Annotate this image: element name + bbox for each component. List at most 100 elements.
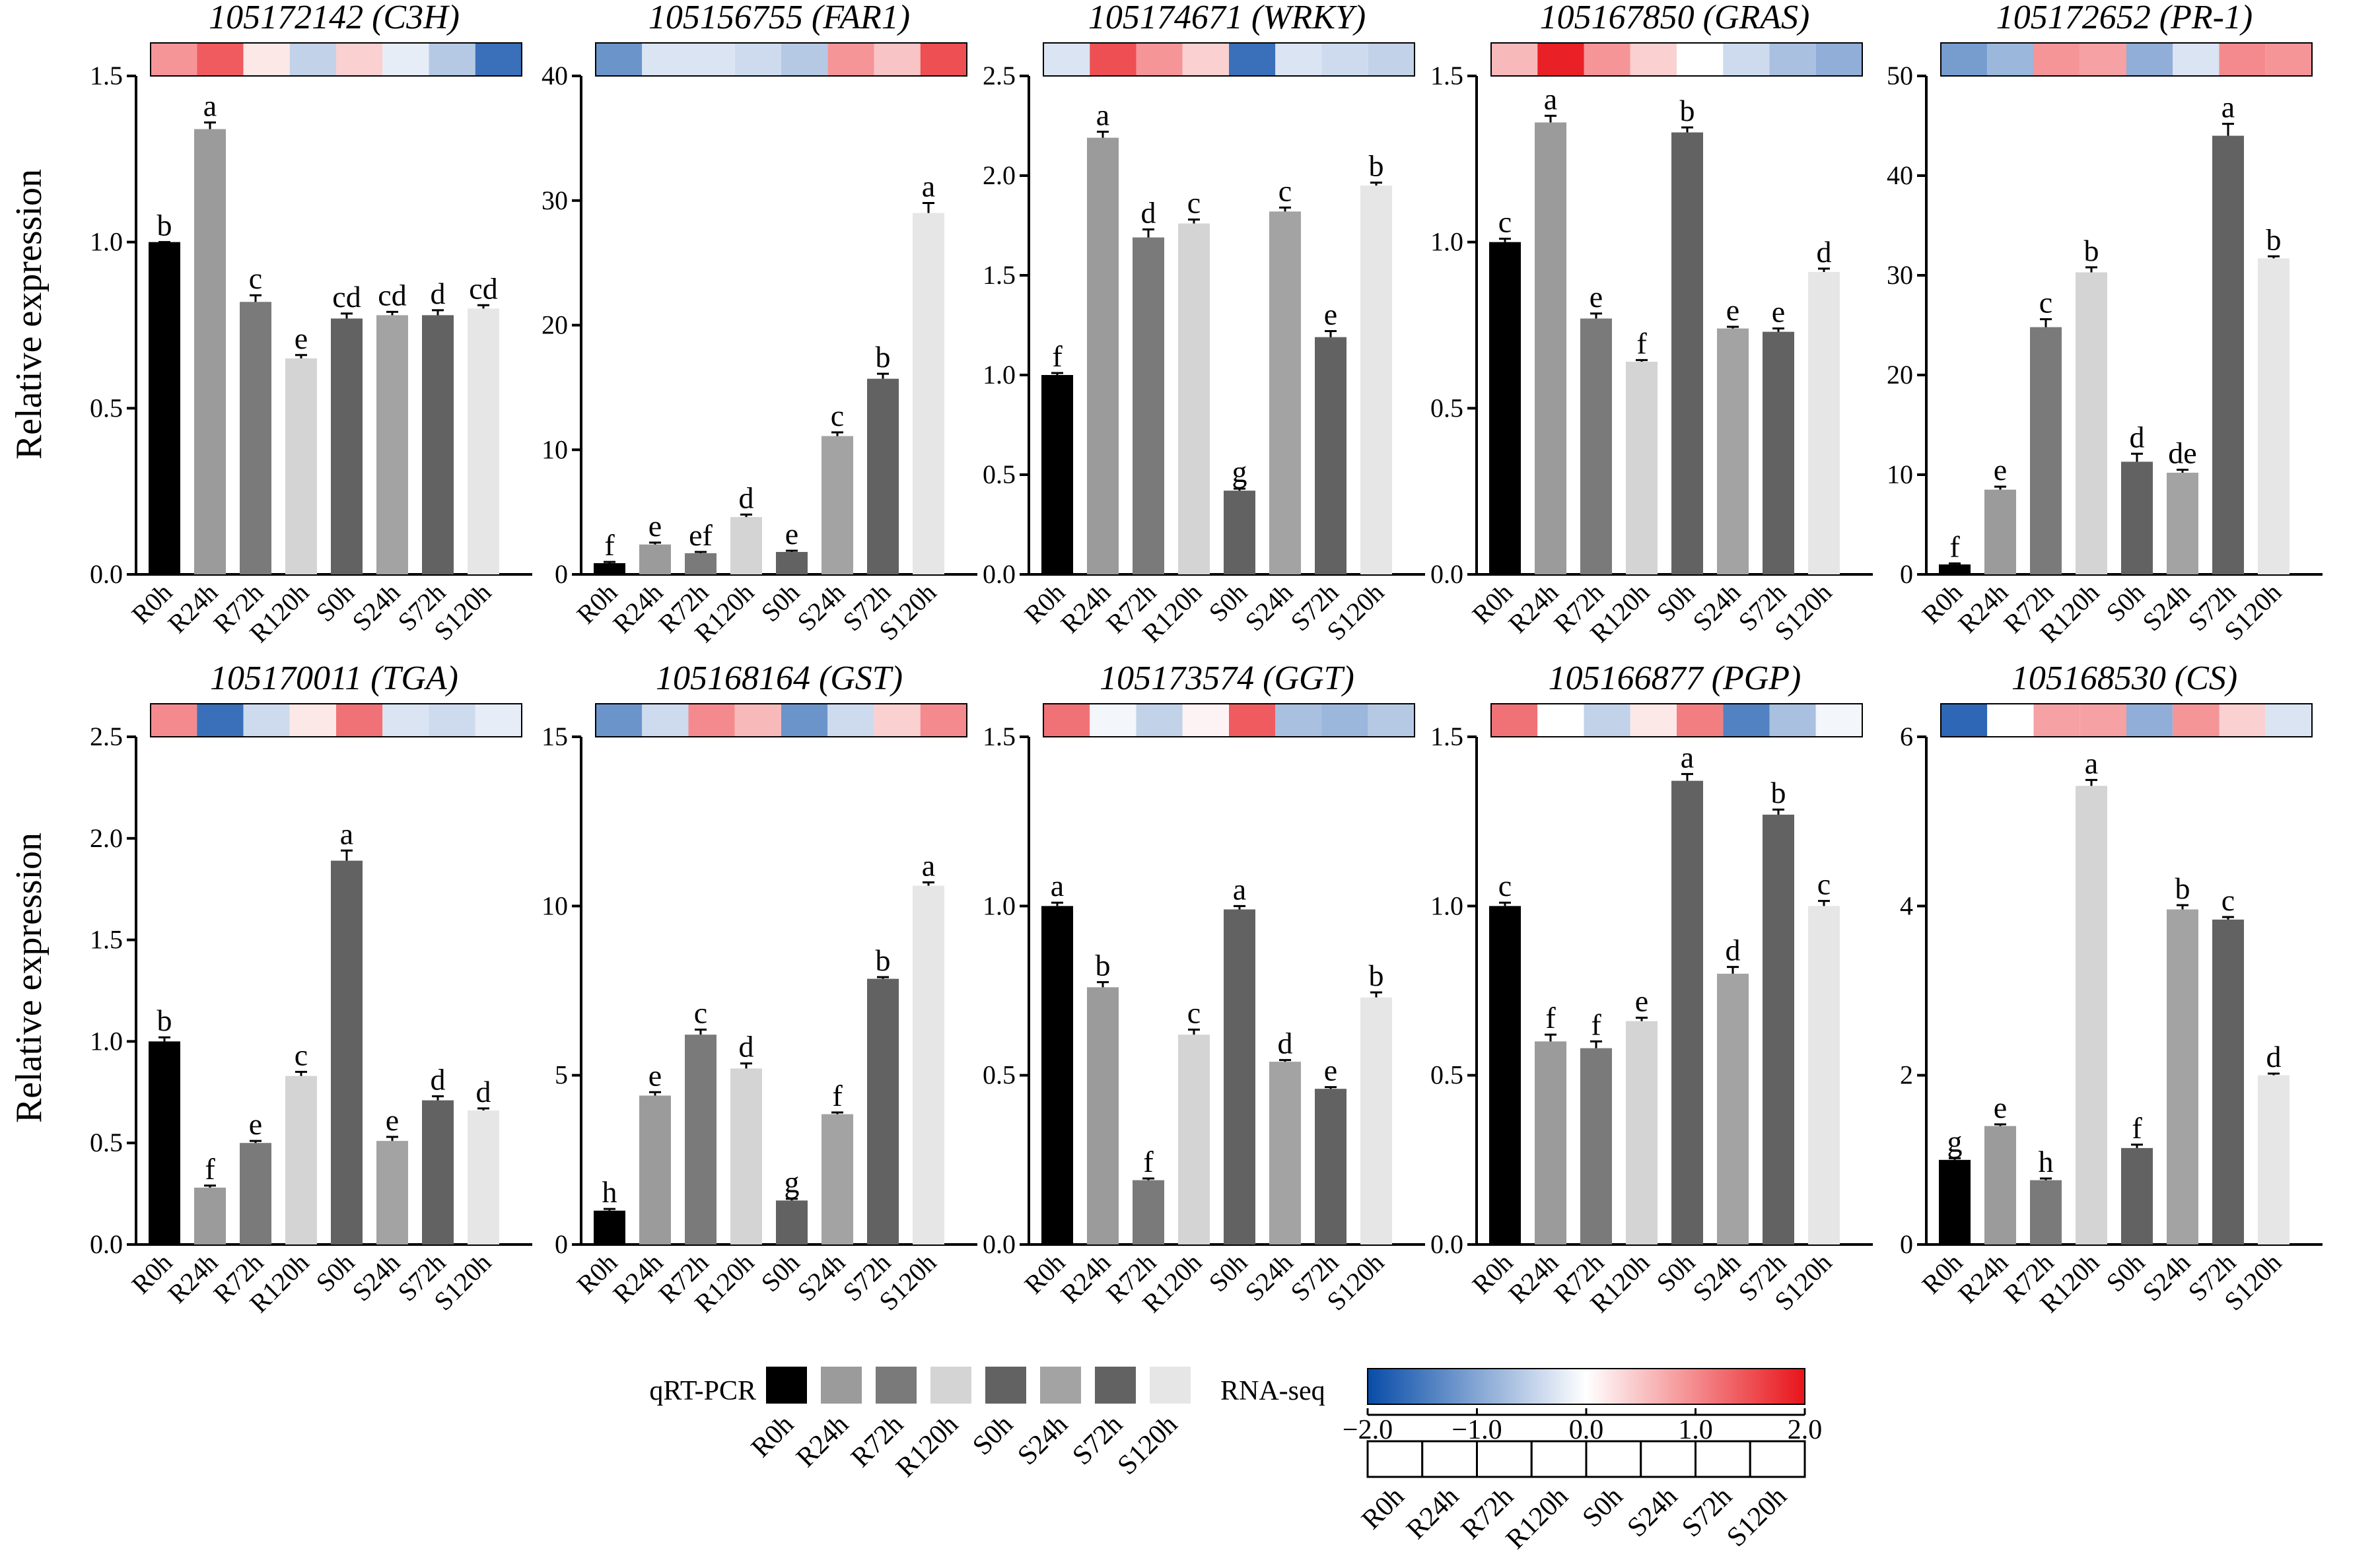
- y-tick-label: 20: [542, 310, 568, 340]
- bar: [639, 1095, 671, 1244]
- y-tick-label: 10: [1887, 460, 1913, 489]
- bar: [1535, 1041, 1566, 1244]
- y-tick-label: 0.5: [983, 460, 1016, 489]
- y-tick-label: 0: [555, 1229, 568, 1259]
- legend-rna-label: RNA-seq: [1220, 1376, 1325, 1406]
- heatmap-cell: [475, 43, 522, 76]
- y-tick-label: 0.5: [1430, 1060, 1463, 1090]
- significance-letter: h: [2039, 1145, 2054, 1178]
- bar: [685, 553, 717, 574]
- bar: [822, 1114, 853, 1244]
- bar: [376, 315, 408, 574]
- y-tick-label: 10: [542, 891, 568, 920]
- bar: [1224, 491, 1255, 574]
- significance-letter: c: [1498, 869, 1512, 903]
- significance-letter: a: [1681, 740, 1694, 774]
- significance-letter: c: [2039, 285, 2052, 319]
- heatmap-cell: [2126, 704, 2173, 737]
- heatmap-cell: [2219, 704, 2266, 737]
- heatmap-border: [150, 703, 522, 737]
- heatmap-cell: [827, 704, 874, 737]
- significance-letter: e: [648, 1058, 662, 1092]
- heatmap-cell: [1275, 704, 1322, 737]
- heatmap-cell: [2033, 704, 2080, 737]
- significance-letter: g: [1947, 1124, 1963, 1158]
- significance-letter: b: [2084, 234, 2099, 267]
- significance-letter: b: [1369, 959, 1384, 992]
- bar: [913, 885, 944, 1244]
- heatmap-cell: [642, 43, 689, 76]
- heatmap-cell: [1491, 43, 1538, 76]
- significance-letter: f: [1591, 1007, 1601, 1041]
- significance-letter: b: [1680, 94, 1695, 127]
- heatmap-cell: [2126, 43, 2173, 76]
- bar: [468, 308, 499, 574]
- y-tick-label: 0: [1900, 559, 1913, 589]
- significance-letter: cd: [332, 280, 361, 314]
- y-tick-label: 20: [1887, 360, 1913, 390]
- bar: [1626, 361, 1658, 574]
- bar: [331, 318, 363, 574]
- bar: [867, 978, 899, 1244]
- bar: [1087, 137, 1119, 574]
- y-tick-label: 1.5: [1430, 61, 1463, 90]
- significance-letter: b: [1369, 149, 1384, 183]
- y-tick-label: 0.0: [1430, 559, 1463, 589]
- bar: [2076, 272, 2107, 574]
- bar: [2076, 786, 2107, 1244]
- color-scale-bar: [1367, 1368, 1805, 1405]
- panel-title: 105172652 (PR-1): [1996, 0, 2253, 36]
- significance-letter: a: [2085, 746, 2098, 780]
- bar: [1763, 814, 1794, 1244]
- y-tick-label: 4: [1900, 891, 1913, 920]
- heatmap-border: [595, 703, 967, 737]
- significance-letter: f: [1052, 339, 1063, 373]
- y-tick-label: 0.0: [983, 559, 1016, 589]
- heatmap-cell: [197, 704, 244, 737]
- bar: [1580, 1048, 1612, 1244]
- color-scale-tick-label: 0.0: [1569, 1415, 1604, 1445]
- significance-letter: e: [1994, 1091, 2007, 1124]
- heatmap-cell: [1043, 43, 1090, 76]
- bar: [1717, 328, 1749, 574]
- bar: [376, 1141, 408, 1244]
- significance-letter: e: [1590, 280, 1603, 314]
- y-tick-label: 0: [1900, 1229, 1913, 1259]
- significance-letter: c: [1817, 868, 1831, 901]
- heatmap-cell: [1090, 43, 1137, 76]
- bar: [1133, 237, 1164, 574]
- bar: [1133, 1180, 1164, 1244]
- significance-letter: b: [2175, 871, 2190, 905]
- legend-swatch: [930, 1367, 971, 1404]
- significance-letter: h: [602, 1175, 617, 1209]
- significance-letter: b: [157, 1004, 172, 1037]
- significance-letter: ef: [689, 518, 713, 552]
- significance-letter: d: [1141, 196, 1156, 230]
- significance-letter: cd: [469, 271, 497, 305]
- legend-swatch: [1040, 1367, 1081, 1404]
- significance-letter: c: [1187, 996, 1201, 1029]
- bar: [776, 552, 808, 574]
- heatmap-cell: [1368, 43, 1415, 76]
- heatmap-cell: [336, 43, 383, 76]
- heatmap-cell: [1677, 704, 1724, 737]
- heatmap-cell: [1723, 704, 1770, 737]
- bar: [1178, 223, 1210, 575]
- significance-letter: b: [876, 943, 891, 977]
- legend-heatmap-cell: [1640, 1440, 1696, 1478]
- bar: [1489, 906, 1521, 1244]
- bar: [240, 302, 271, 574]
- heatmap-cell: [1815, 43, 1862, 76]
- heatmap-cell: [1987, 43, 2034, 76]
- heatmap-cell: [336, 704, 383, 737]
- significance-letter: f: [1143, 1145, 1154, 1178]
- heatmap-cell: [1368, 704, 1415, 737]
- y-tick-label: 0.0: [90, 1229, 123, 1259]
- significance-letter: f: [1949, 529, 1960, 563]
- bar: [685, 1035, 717, 1244]
- bar: [468, 1110, 499, 1244]
- bar: [285, 1075, 317, 1244]
- legend-heatmap-cell: [1366, 1440, 1424, 1478]
- bar: [2030, 1180, 2062, 1244]
- bar: [2167, 909, 2198, 1244]
